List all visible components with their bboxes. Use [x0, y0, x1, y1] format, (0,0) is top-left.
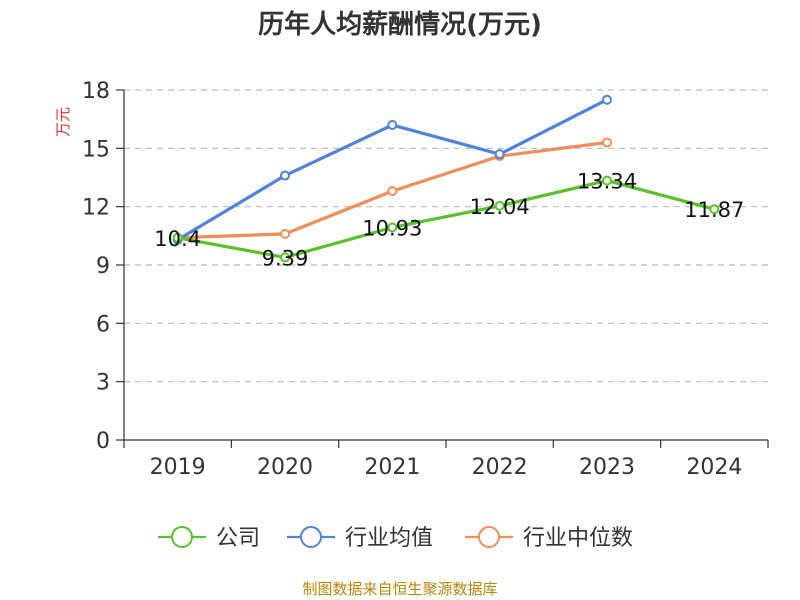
y-tick-label: 18 [82, 79, 110, 104]
data-point [387, 186, 398, 197]
x-tick-label: 2020 [257, 455, 313, 480]
y-tick-label: 0 [96, 429, 110, 454]
source-note: 制图数据来自恒生聚源数据库 [302, 580, 498, 598]
y-tick-label: 6 [96, 312, 110, 337]
legend-marker [171, 526, 193, 548]
x-tick-label: 2019 [150, 455, 206, 480]
series-line-0 [177, 179, 715, 260]
legend-label: 行业均值 [345, 526, 433, 551]
legend-marker [478, 526, 500, 548]
data-point [602, 175, 612, 186]
data-point [280, 228, 290, 239]
y-tick-label: 3 [96, 371, 110, 396]
data-point [387, 222, 398, 233]
data-label: 11.87 [684, 198, 744, 222]
legend-label: 公司 [216, 526, 260, 551]
legend[interactable]: 公司 行业均值 行业中位数 [158, 526, 633, 551]
data-point [280, 252, 290, 263]
data-point [709, 204, 720, 215]
data-point [494, 200, 505, 211]
data-label: 10.4 [154, 227, 201, 251]
x-tick-label: 2021 [364, 455, 420, 480]
data-label: 9.39 [262, 246, 309, 270]
grid [124, 89, 768, 383]
y-axis-label: 万元 [54, 107, 72, 137]
x-tick-label: 2022 [472, 455, 528, 480]
data-labels: 10.4 9.39 10.93 12.04 13.34 11.87 [154, 170, 744, 271]
x-tick-label: 2023 [579, 455, 635, 480]
legend-label: 行业中位数 [523, 526, 633, 551]
data-point [602, 137, 612, 148]
data-label: 13.34 [577, 170, 637, 194]
x-tick-label: 2024 [686, 455, 742, 480]
data-point [280, 170, 290, 181]
data-label: 12.04 [470, 195, 530, 219]
y-tick-label: 12 [82, 196, 110, 221]
y-tick-label: 15 [82, 137, 110, 162]
data-point [602, 94, 612, 105]
data-label: 10.93 [362, 216, 422, 240]
data-point [387, 120, 398, 130]
legend-marker [300, 526, 322, 548]
series-lines [172, 94, 720, 263]
axes: 0 3 6 9 12 15 18 2019 2020 2021 2022 2023 2024 万元 [54, 79, 769, 480]
chart-title: 历年人均薪酬情况(万元) [258, 10, 542, 40]
data-point [172, 232, 183, 243]
y-tick-label: 9 [96, 254, 110, 279]
data-point [494, 149, 505, 160]
